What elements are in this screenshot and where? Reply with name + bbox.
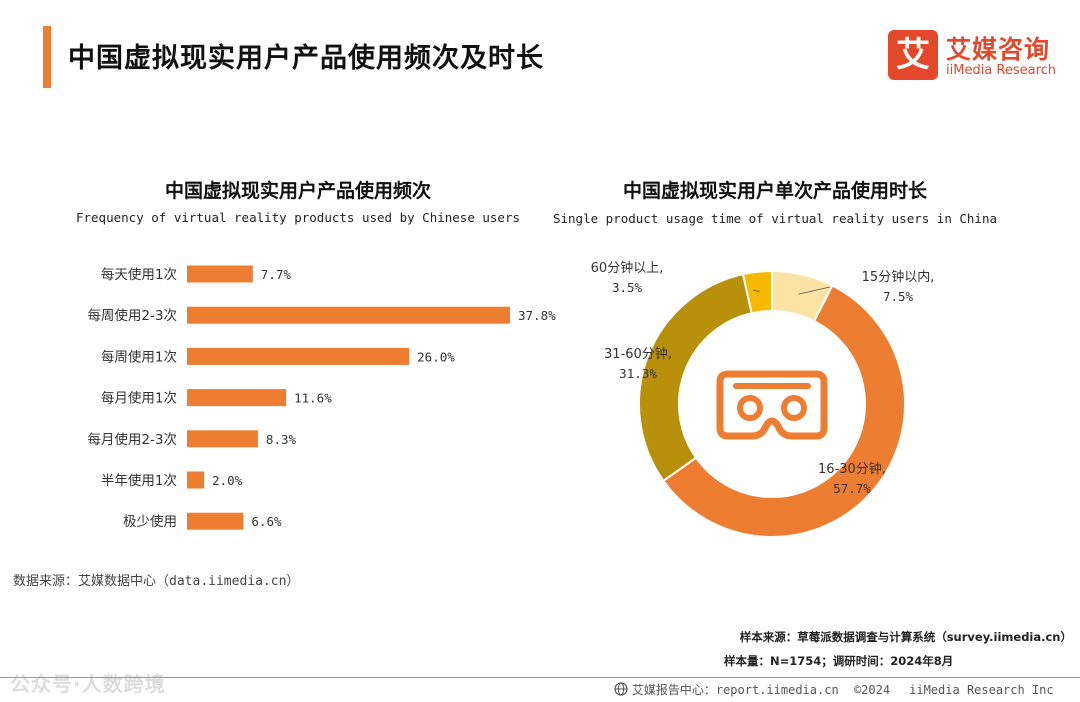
donut-slice-value: 31.3% <box>619 366 657 381</box>
data-source-url: （data.iimedia.cn） <box>156 574 300 589</box>
bar <box>187 347 410 365</box>
frequency-bar-chart: 每天使用1次 7.7% 每周使用2-3次 37.8% 每周使用1次 26.0% 每月使用1次… <box>87 265 556 530</box>
donut-slice <box>662 284 906 538</box>
footer-org: 艾媒报告中心： <box>631 683 716 697</box>
donut-leader-line <box>752 289 760 293</box>
footer-divider <box>0 677 1080 678</box>
bar-value-label: 6.6% <box>251 514 282 529</box>
donut-slice-value: 7.5% <box>883 289 914 304</box>
donut-slice-label: 15分钟以内, <box>862 269 935 285</box>
bar-category-label: 每周使用1次 <box>101 348 177 365</box>
logo-badge: 艾 <box>888 30 938 80</box>
donut-slice-value: 3.5% <box>612 280 643 295</box>
vr-headset-icon <box>716 370 828 440</box>
bar-chart-subtitle: Frequency of virtual reality products us… <box>75 210 520 225</box>
bar <box>187 512 244 530</box>
donut-chart-title: 中国虚拟现实用户单次产品使用时长 <box>622 180 927 202</box>
bar <box>187 430 258 448</box>
sample-source-note: 样本来源：草莓派数据调查与计算系统（survey.iimedia.cn） <box>739 630 1072 644</box>
bar-value-label: 8.3% <box>266 432 297 447</box>
donut-chart-subtitle: Single product usage time of virtual rea… <box>552 211 997 226</box>
donut-slice <box>638 273 753 483</box>
donut-slice <box>741 269 773 315</box>
bar <box>187 389 287 407</box>
bar-value-label: 26.0% <box>417 349 455 364</box>
logo-name-cn: 艾媒咨询 <box>946 35 1051 64</box>
logo-name-en: iiMedia Research <box>946 63 1057 78</box>
bar <box>187 306 510 324</box>
bar-category-label: 每月使用2-3次 <box>87 431 177 448</box>
page-title: 中国虚拟现实用户产品使用频次及时长 <box>68 43 544 74</box>
donut-slice-label: 16-30分钟, <box>818 461 886 477</box>
bar-category-label: 极少使用 <box>123 513 177 530</box>
donut-slice-label: 31-60分钟, <box>604 346 672 362</box>
donut-slice-label: 60分钟以上, <box>591 260 664 276</box>
footer: 艾媒报告中心：report.iimedia.cn ©2024 iiMedia R… <box>614 681 1054 698</box>
title-accent-bar <box>43 26 51 88</box>
iimedia-logo: 艾 艾媒咨询 iiMedia Research <box>888 30 1068 82</box>
bar <box>187 265 253 283</box>
data-source: 数据来源：艾媒数据中心（data.iimedia.cn） <box>13 570 299 589</box>
donut-leader-line <box>798 286 831 295</box>
footer-url[interactable]: report.iimedia.cn <box>715 683 839 697</box>
bar-value-label: 7.7% <box>261 267 292 282</box>
footer-copyright: ©2024 <box>853 683 891 697</box>
bar-category-label: 每周使用2-3次 <box>87 307 177 324</box>
duration-donut-chart: 15分钟以内, 7.5% 16-30分钟, 57.7% 31-60分钟, 31.3% 60分… <box>591 260 935 538</box>
donut-slice-value: 57.7% <box>833 481 871 496</box>
sample-size-note: 样本量：N=1754；调研时间：2024年8月 <box>724 654 954 668</box>
bar-chart-title: 中国虚拟现实用户产品使用频次 <box>164 180 431 202</box>
bar-value-label: 2.0% <box>212 473 243 488</box>
bar-value-label: 11.6% <box>294 391 332 406</box>
bar-value-label: 37.8% <box>518 308 556 323</box>
bar <box>187 471 205 489</box>
bar-category-label: 每月使用1次 <box>101 390 177 407</box>
bar-category-label: 每天使用1次 <box>101 266 177 283</box>
bar-category-label: 半年使用1次 <box>101 472 177 489</box>
footer-company: iiMedia Research Inc <box>909 683 1054 697</box>
globe-icon <box>614 682 628 696</box>
data-source-label: 数据来源：艾媒数据中心 <box>13 574 157 589</box>
watermark: 公众号·人数跨境 <box>10 672 166 696</box>
